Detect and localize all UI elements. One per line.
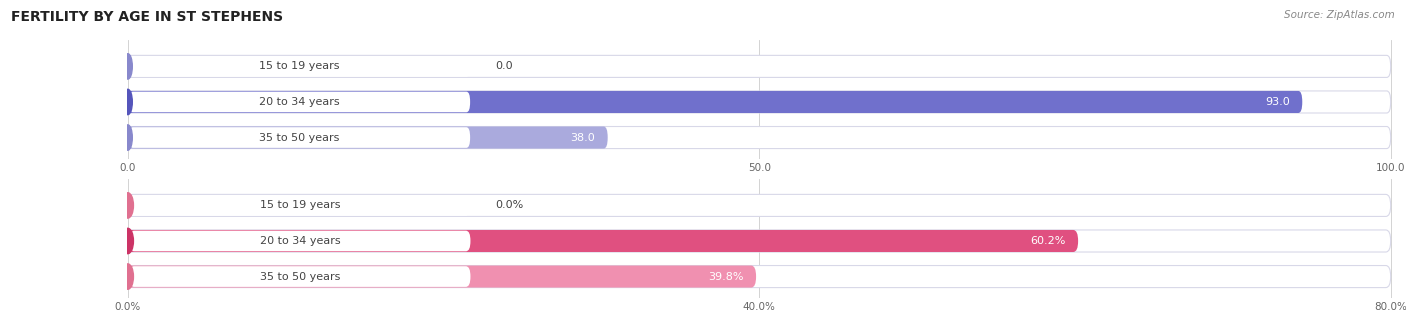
Text: 0.0: 0.0	[495, 61, 513, 71]
Text: 15 to 19 years: 15 to 19 years	[260, 200, 340, 211]
Circle shape	[122, 264, 134, 289]
FancyBboxPatch shape	[128, 55, 1391, 77]
Text: 93.0: 93.0	[1265, 97, 1289, 107]
FancyBboxPatch shape	[128, 91, 1302, 113]
FancyBboxPatch shape	[129, 92, 470, 112]
FancyBboxPatch shape	[129, 231, 471, 251]
FancyBboxPatch shape	[129, 127, 470, 148]
Text: 20 to 34 years: 20 to 34 years	[259, 97, 340, 107]
Circle shape	[124, 89, 132, 115]
Text: 35 to 50 years: 35 to 50 years	[260, 271, 340, 282]
FancyBboxPatch shape	[128, 265, 756, 288]
Text: 20 to 34 years: 20 to 34 years	[260, 236, 340, 246]
Text: FERTILITY BY AGE IN ST STEPHENS: FERTILITY BY AGE IN ST STEPHENS	[11, 10, 284, 24]
Text: 38.0: 38.0	[571, 132, 595, 143]
FancyBboxPatch shape	[128, 230, 1078, 252]
FancyBboxPatch shape	[128, 194, 1391, 216]
Text: 60.2%: 60.2%	[1031, 236, 1066, 246]
FancyBboxPatch shape	[128, 126, 607, 149]
FancyBboxPatch shape	[128, 230, 1391, 252]
Text: 39.8%: 39.8%	[709, 271, 744, 282]
Text: 35 to 50 years: 35 to 50 years	[260, 132, 340, 143]
FancyBboxPatch shape	[128, 126, 1391, 149]
FancyBboxPatch shape	[129, 195, 471, 216]
Text: 15 to 19 years: 15 to 19 years	[259, 61, 340, 71]
Text: Source: ZipAtlas.com: Source: ZipAtlas.com	[1284, 10, 1395, 20]
Circle shape	[124, 54, 132, 79]
FancyBboxPatch shape	[128, 91, 1391, 113]
Circle shape	[124, 125, 132, 150]
Text: 0.0%: 0.0%	[496, 200, 524, 211]
FancyBboxPatch shape	[128, 265, 1391, 288]
FancyBboxPatch shape	[129, 56, 470, 77]
FancyBboxPatch shape	[129, 266, 471, 287]
Circle shape	[122, 193, 134, 218]
Circle shape	[122, 228, 134, 254]
